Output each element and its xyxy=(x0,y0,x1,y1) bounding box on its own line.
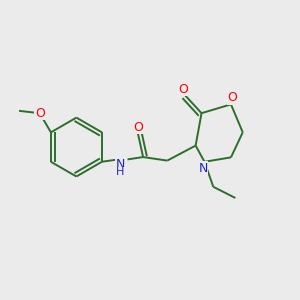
Text: O: O xyxy=(178,82,188,95)
Text: H: H xyxy=(116,167,124,177)
Text: N: N xyxy=(198,162,208,175)
Text: N: N xyxy=(116,158,125,171)
Text: O: O xyxy=(133,121,143,134)
Text: O: O xyxy=(227,92,237,104)
Text: O: O xyxy=(35,107,45,120)
